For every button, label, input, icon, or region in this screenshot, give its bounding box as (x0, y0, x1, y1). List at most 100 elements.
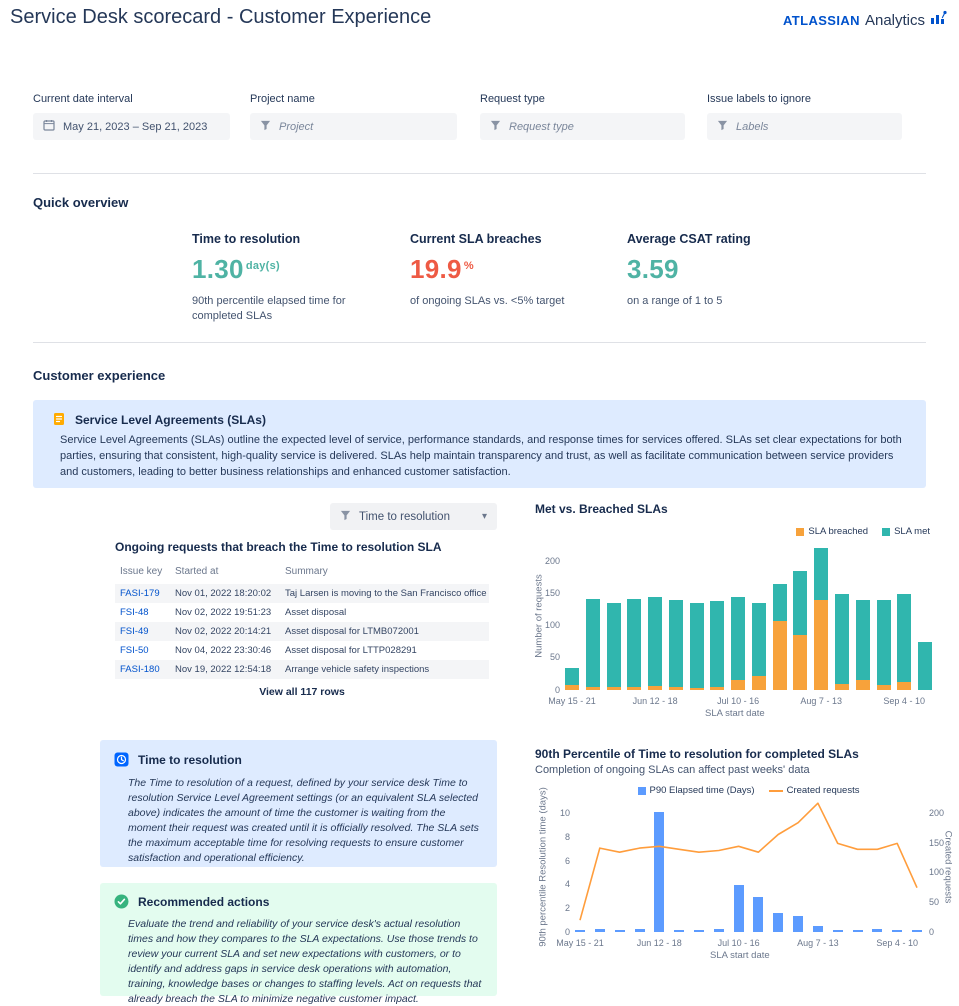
p90-chart: 90th Percentile of Time to resolution fo… (535, 747, 959, 997)
p90-bar[interactable] (733, 884, 744, 932)
stacked-bar[interactable] (876, 600, 891, 690)
p90-bar[interactable] (693, 929, 704, 932)
summary-cell: Asset disposal (285, 607, 347, 618)
sla-panel-body: Service Level Agreements (SLAs) outline … (60, 434, 902, 478)
legend-swatch (796, 527, 805, 536)
chart-title: Met vs. Breached SLAs (535, 502, 668, 516)
stacked-bar[interactable] (814, 548, 829, 690)
y-tick-label: 100 (544, 620, 560, 631)
p90-bar[interactable] (892, 929, 903, 932)
labels-filter-chip[interactable]: Labels (707, 113, 902, 140)
x-tick-label: Jun 12 - 18 (636, 938, 682, 948)
p90-bar[interactable] (614, 929, 625, 932)
stacked-bar-plot: 0 50 100 150 200 May 15 - 21 Jun 12 - 18 Jul 10… (545, 542, 932, 706)
stacked-bar[interactable] (710, 601, 725, 690)
request-type-placeholder: Request type (509, 120, 574, 133)
left-tick-label: 10 (559, 808, 570, 819)
p90-bar[interactable] (713, 928, 724, 932)
date-interval-value: May 21, 2023 – Sep 21, 2023 (63, 120, 208, 133)
stacked-bar[interactable] (751, 603, 766, 690)
left-axis-title: 90th percentile Resolution time (days) (537, 787, 549, 947)
p90-bar[interactable] (793, 915, 804, 932)
legend-sla-breached[interactable]: SLA breached (796, 526, 868, 537)
stacked-bar[interactable] (793, 571, 808, 690)
met-breached-chart: Met vs. Breached SLAs SLA breached SLA m… (534, 502, 955, 727)
p90-bar[interactable] (634, 928, 645, 932)
stacked-bar[interactable] (918, 641, 932, 690)
kpi-value: 1.30 day(s) (192, 254, 280, 285)
document-icon (52, 412, 66, 431)
recommended-actions-panel: Recommended actions Evaluate the trend a… (100, 883, 497, 1005)
chart-subtitle: Completion of ongoing SLAs can affect pa… (535, 764, 810, 776)
y-tick-label: 200 (544, 555, 560, 566)
p90-bar[interactable] (773, 913, 784, 932)
summary-cell: Asset disposal for LTTP028291 (285, 645, 417, 656)
x-tick-label: Jul 10 - 16 (717, 696, 760, 706)
p90-bar[interactable] (575, 929, 585, 932)
stacked-bar[interactable] (606, 603, 621, 690)
section-divider (33, 342, 926, 343)
stacked-bar[interactable] (855, 599, 870, 690)
stacked-bar[interactable] (565, 667, 579, 690)
project-filter-chip[interactable]: Project (250, 113, 457, 140)
kpi-sla-breaches: Current SLA breaches 19.9% of ongoing SL… (410, 232, 615, 332)
p90-bar[interactable] (872, 928, 883, 932)
sla-metric-dropdown[interactable]: Time to resolution ▾ (330, 503, 497, 530)
p90-bar[interactable] (674, 929, 685, 932)
dropdown-value: Time to resolution (359, 510, 450, 523)
issue-key-link[interactable]: FASI-179 (120, 588, 160, 599)
stacked-bar[interactable] (668, 599, 683, 690)
p90-bar[interactable] (594, 928, 605, 932)
view-all-rows-link[interactable]: View all 117 rows (259, 686, 345, 698)
left-tick-label: 8 (564, 832, 570, 842)
date-interval-chip[interactable]: May 21, 2023 – Sep 21, 2023 (33, 113, 230, 140)
funnel-icon (260, 118, 271, 136)
filter-project-name: Project name Project (250, 93, 457, 140)
p90-bar[interactable] (852, 929, 863, 932)
brand-suffix: Analytics (864, 11, 925, 29)
issue-key-link[interactable]: FSI-49 (120, 626, 149, 637)
table-title: Ongoing requests that breach the Time to… (115, 540, 442, 554)
right-axis-title: Created requests (942, 830, 954, 904)
legend-created-requests[interactable]: Created requests (768, 785, 859, 796)
issue-key-link[interactable]: FASI-180 (120, 664, 160, 675)
legend-sla-met[interactable]: SLA met (882, 526, 930, 537)
stacked-bar[interactable] (648, 596, 663, 690)
bar-line-plot: 0 2 4 6 8 10 0 50 100 150 200 May 15 - 21 Jun 12 - 1… (556, 802, 944, 948)
stacked-bar[interactable] (689, 603, 704, 690)
stacked-bar[interactable] (585, 598, 600, 690)
column-started-at: Started at (175, 566, 219, 577)
table-row: FASI-179 Nov 01, 2022 18:20:02 Taj Larsen … (115, 584, 489, 603)
issue-key-link[interactable]: FSI-48 (120, 607, 149, 618)
stacked-bar[interactable] (731, 596, 746, 690)
filter-label: Issue labels to ignore (707, 93, 811, 105)
stacked-bar[interactable] (834, 593, 849, 690)
p90-bar[interactable] (753, 896, 764, 932)
stacked-bar[interactable] (897, 593, 912, 690)
table-row: FSI-48 Nov 02, 2022 19:51:23 Asset disposa… (115, 603, 489, 622)
filter-label: Request type (480, 93, 545, 105)
legend-p90-elapsed[interactable]: P90 Elapsed time (Days) (637, 785, 755, 796)
kpi-value: 3.59 (627, 254, 681, 285)
stacked-bar[interactable] (772, 583, 787, 690)
kpi-number: 19.9 (410, 254, 462, 284)
p90-bar[interactable] (654, 811, 665, 932)
column-issue-key: Issue key (120, 566, 163, 577)
p90-bar[interactable] (912, 929, 922, 932)
request-type-filter-chip[interactable]: Request type (480, 113, 685, 140)
left-tick-label: 4 (564, 879, 570, 890)
quick-overview-heading: Quick overview (33, 195, 129, 210)
kpi-unit: % (463, 260, 474, 272)
p90-bar[interactable] (832, 929, 843, 932)
section-divider (33, 173, 926, 174)
kpi-label: Current SLA breaches (410, 232, 542, 246)
kpi-description: of ongoing SLAs vs. <5% target (410, 295, 565, 307)
p90-bar[interactable] (812, 926, 823, 932)
ttr-panel-body: The Time to resolution of a request, def… (128, 777, 479, 864)
issue-key-link[interactable]: FSI-50 (120, 645, 149, 656)
actions-panel-body: Evaluate the trend and reliability of yo… (128, 918, 482, 1005)
time-to-resolution-panel: Time to resolution The Time to resolutio… (100, 740, 497, 867)
kpi-label: Time to resolution (192, 232, 301, 246)
stacked-bar[interactable] (627, 598, 642, 690)
actions-panel-title: Recommended actions (138, 895, 270, 909)
